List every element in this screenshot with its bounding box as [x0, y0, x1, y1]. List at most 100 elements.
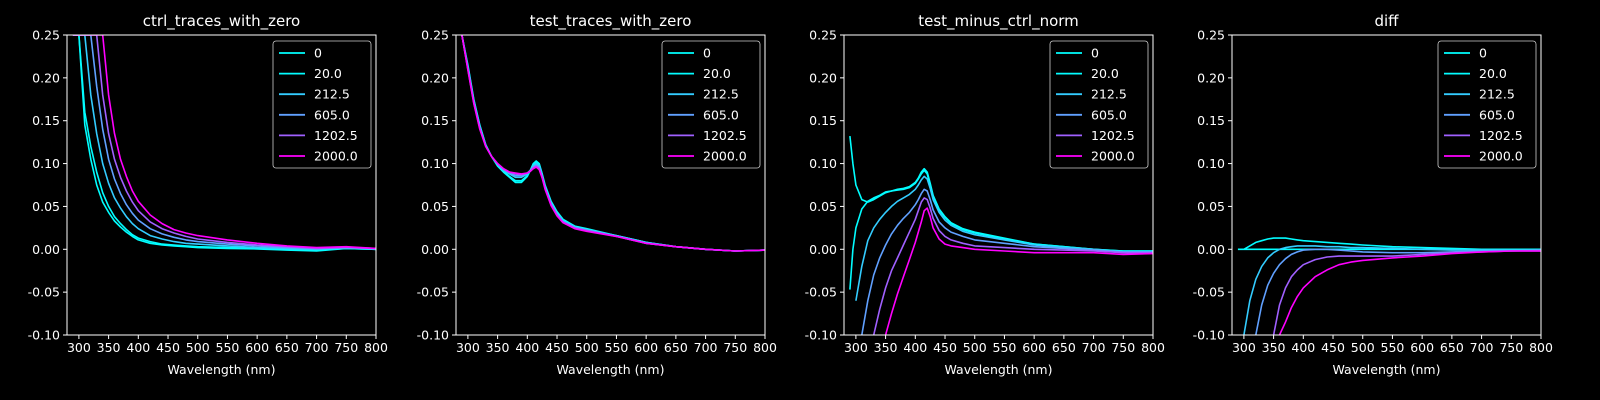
series-line-605-0 — [72, 35, 376, 250]
series-line-212-5 — [72, 35, 376, 251]
legend-label: 212.5 — [1091, 87, 1127, 102]
chart-panel-2: 300 350 400 450 500 550 600 650 700 750 800 -0.10 -0… — [417, 12, 777, 377]
x-tick-label: 750 — [1111, 340, 1135, 355]
y-tick-label: -0.05 — [28, 285, 60, 300]
x-tick-label: 350 — [486, 340, 510, 355]
x-axis-label: Wavelength (nm) — [945, 362, 1053, 377]
y-tick-label: 0.10 — [1197, 156, 1225, 171]
chart-panel-3: 300 350 400 450 500 550 600 650 700 750 800 -0.10 -0… — [805, 12, 1165, 377]
x-tick-label: 700 — [1470, 340, 1494, 355]
y-tick-label: -0.05 — [417, 285, 449, 300]
chart-title: test_minus_ctrl_norm — [918, 12, 1079, 31]
axes-frame — [1231, 34, 1542, 336]
y-tick-label: 0.05 — [32, 199, 60, 214]
legend-label: 605.0 — [1479, 107, 1515, 122]
x-tick-label: 650 — [275, 340, 299, 355]
x-tick-label: 300 — [844, 340, 868, 355]
x-tick-label: 700 — [694, 340, 718, 355]
y-tick-label: 0.20 — [32, 70, 60, 85]
y-tick-label: 0.25 — [809, 28, 837, 43]
legend: 0 20.0 212.5 605.0 1202.5 2000.0 — [661, 40, 761, 169]
legend: 0 20.0 212.5 605.0 1202.5 2000.0 — [1437, 40, 1537, 169]
x-tick-label: 500 — [963, 340, 987, 355]
x-tick-label: 300 — [67, 340, 91, 355]
chart-panel-1: 300 350 400 450 500 550 600 650 700 750 800 -0.10 -0… — [28, 12, 388, 377]
y-tick-label: -0.10 — [417, 328, 449, 343]
x-tick-label: 300 — [456, 340, 480, 355]
x-axis-label: Wavelength (nm) — [557, 362, 665, 377]
legend-label: 1202.5 — [314, 128, 358, 143]
x-tick-label: 350 — [97, 340, 121, 355]
y-tick-label: 0.25 — [421, 28, 449, 43]
legend-label: 2000.0 — [703, 149, 747, 164]
y-tick-label: 0.00 — [32, 242, 60, 257]
legend-label: 605.0 — [1091, 107, 1127, 122]
y-tick-label: 0.05 — [1197, 199, 1225, 214]
x-tick-label: 350 — [874, 340, 898, 355]
y-tick-label: 0.00 — [421, 242, 449, 257]
x-tick-label: 550 — [993, 340, 1017, 355]
y-tick-label: 0.20 — [1197, 70, 1225, 85]
y-tick-label: 0.00 — [809, 242, 837, 257]
legend-label: 20.0 — [703, 66, 731, 81]
series-line-605-0 — [861, 188, 1153, 335]
legend-label: 0 — [703, 46, 711, 61]
y-tick-label: 0.05 — [809, 199, 837, 214]
x-tick-label: 400 — [903, 340, 927, 355]
legend-label: 0 — [1479, 46, 1487, 61]
x-tick-label: 450 — [1321, 340, 1345, 355]
x-tick-label: 750 — [1499, 340, 1523, 355]
x-tick-label: 700 — [305, 340, 329, 355]
x-tick-label: 300 — [1232, 340, 1256, 355]
x-tick-label: 700 — [1082, 340, 1106, 355]
series-line-20-0 — [1243, 237, 1541, 251]
x-tick-label: 600 — [1410, 340, 1434, 355]
x-tick-label: 400 — [126, 340, 150, 355]
x-axis-label: Wavelength (nm) — [168, 362, 276, 377]
chart-panel-4: 300 350 400 450 500 550 600 650 700 750 800 -0.10 -0… — [1193, 12, 1553, 377]
plot-area — [461, 35, 765, 252]
y-tick-label: -0.10 — [1193, 328, 1225, 343]
legend-label: 212.5 — [1479, 87, 1515, 102]
x-tick-label: 550 — [605, 340, 629, 355]
x-tick-label: 800 — [364, 340, 388, 355]
legend-label: 1202.5 — [1479, 128, 1523, 143]
legend-label: 0 — [314, 46, 322, 61]
legend-label: 1202.5 — [1091, 128, 1135, 143]
axes-frame — [455, 34, 766, 336]
series-line-2000-0 — [1278, 250, 1541, 335]
x-tick-label: 400 — [515, 340, 539, 355]
y-tick-label: 0.25 — [32, 28, 60, 43]
x-tick-label: 800 — [753, 340, 777, 355]
series-line-20-0 — [849, 169, 1153, 290]
legend-label: 20.0 — [1479, 66, 1507, 81]
x-tick-label: 800 — [1141, 340, 1165, 355]
y-tick-label: -0.05 — [805, 285, 837, 300]
x-tick-label: 550 — [1381, 340, 1405, 355]
x-tick-label: 450 — [933, 340, 957, 355]
legend-label: 605.0 — [703, 107, 739, 122]
legend-label: 212.5 — [314, 87, 350, 102]
series-line-2000-0 — [884, 207, 1153, 335]
y-tick-label: 0.25 — [1197, 28, 1225, 43]
x-tick-label: 650 — [664, 340, 688, 355]
series-line-1202-5 — [872, 197, 1153, 335]
y-tick-label: 0.10 — [32, 156, 60, 171]
x-tick-label: 600 — [634, 340, 658, 355]
x-tick-label: 500 — [575, 340, 599, 355]
y-tick-label: -0.10 — [805, 328, 837, 343]
y-tick-label: 0.15 — [32, 113, 60, 128]
legend-label: 0 — [1091, 46, 1099, 61]
x-axis-label: Wavelength (nm) — [1333, 362, 1441, 377]
axes-frame — [66, 34, 377, 336]
y-tick-label: 0.20 — [809, 70, 837, 85]
legend-label: 20.0 — [1091, 66, 1119, 81]
legend-label: 212.5 — [703, 87, 739, 102]
x-tick-label: 650 — [1052, 340, 1076, 355]
series-line-605-0 — [1255, 248, 1541, 335]
legend-label: 605.0 — [314, 107, 350, 122]
series-line-1202-5 — [72, 35, 376, 250]
x-tick-label: 600 — [1022, 340, 1046, 355]
series-line-212-5 — [855, 175, 1153, 301]
y-tick-label: 0.10 — [421, 156, 449, 171]
